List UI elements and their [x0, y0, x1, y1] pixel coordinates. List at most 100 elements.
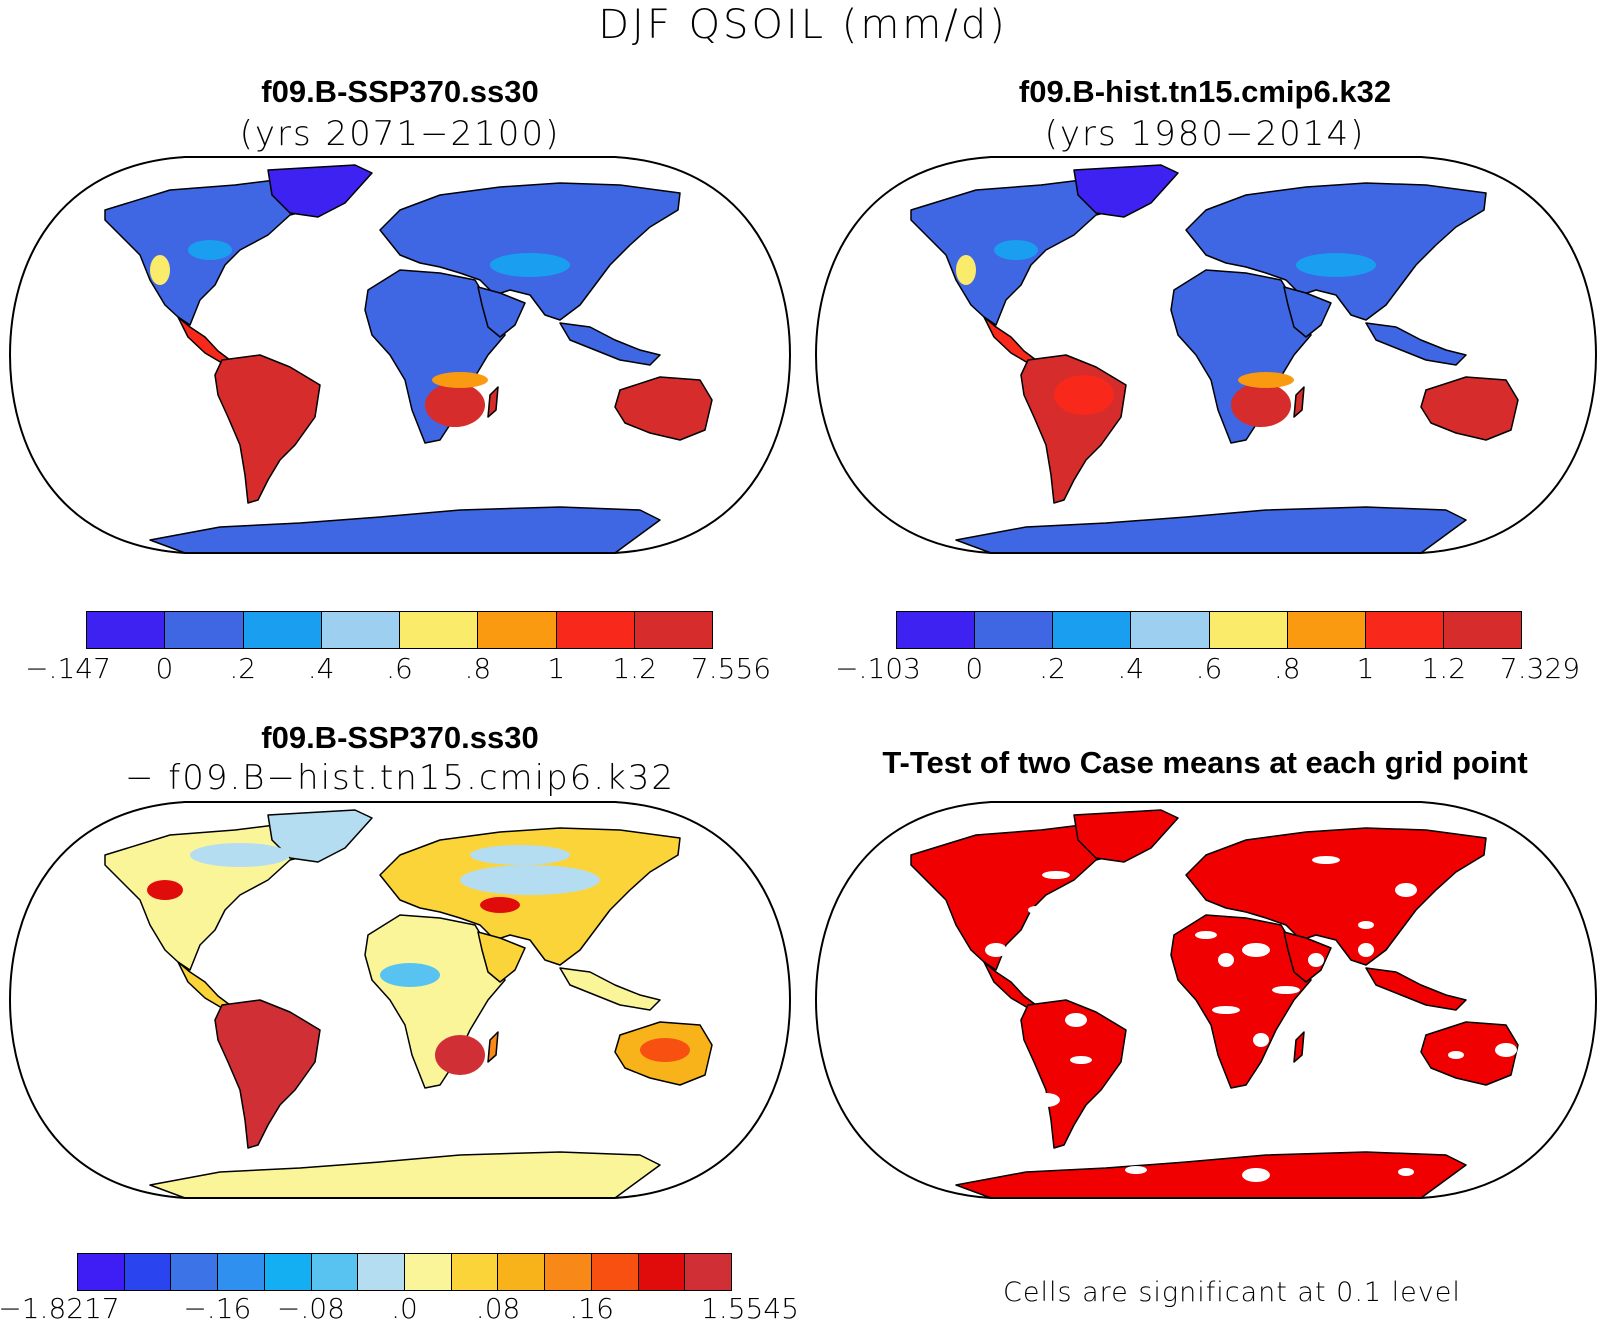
arctic-low — [470, 845, 570, 865]
landmass-eurasia — [379, 182, 681, 321]
landmass-southAmerica — [214, 999, 321, 1149]
amazon-high — [248, 375, 308, 415]
amazon-high — [1054, 375, 1114, 415]
colorbar-tick-label: .2 — [1039, 652, 1066, 685]
colorbar-cell — [321, 612, 400, 648]
colorbar-cell — [78, 1254, 125, 1290]
panel-1-colorbar-labels: −.147 0 .2 .4 .6 .8 1 1.2 7.556 — [0, 652, 800, 692]
siberia-low — [460, 865, 600, 895]
landmass-eurasia — [379, 827, 681, 966]
panel-4-map — [815, 801, 1597, 1199]
landmass-seAsia — [1365, 967, 1467, 1011]
panel-3-title: f09.B-SSP370.ss30 — [261, 720, 539, 755]
panel-1-title: f09.B-SSP370.ss30 — [261, 74, 539, 109]
panel-1-subtitle: (yrs 2071−2100) — [239, 114, 561, 154]
landmass-greenland — [267, 809, 373, 863]
panel-3-colorbar-labels: −1.8217 −.16 −.08 .0 .08 .16 1.5545 — [0, 1292, 800, 1332]
landmass-arabia — [477, 286, 526, 338]
colorbar-tick-label: .6 — [386, 652, 413, 685]
panel-4-title: T-Test of two Case means at each grid po… — [882, 745, 1528, 780]
colorbar-tick-label: .0 — [391, 1292, 418, 1325]
non-significant-patch — [1032, 1093, 1060, 1107]
panel-2-map — [815, 156, 1597, 554]
colorbar-tick-label: .4 — [1117, 652, 1145, 685]
colorbar-tick-label: .6 — [1195, 652, 1223, 685]
landmass-greenland — [1073, 809, 1179, 863]
africa-band — [1238, 372, 1294, 388]
landmass-madagascar — [1293, 1031, 1305, 1063]
landmass-australia — [1420, 376, 1519, 441]
landmass-seAsia — [1365, 322, 1467, 366]
landmass-eurasia — [1185, 182, 1487, 321]
colorbar-cell — [685, 1254, 732, 1290]
colorbar-cell — [171, 1254, 219, 1290]
non-significant-patch — [1495, 1043, 1517, 1057]
panel-1-map — [9, 156, 791, 554]
colorbar-cell — [311, 1254, 359, 1290]
colorbar-cell — [975, 612, 1054, 648]
colorbar-cell — [243, 612, 322, 648]
colorbar-tick-label: .8 — [464, 652, 492, 685]
landmass-madagascar — [1293, 386, 1305, 418]
colorbar-cell — [87, 612, 166, 648]
central-asia-high — [480, 897, 520, 913]
canada-low — [190, 843, 290, 867]
landmass-australia — [614, 376, 713, 441]
colorbar-cell — [638, 1254, 686, 1290]
panel-2-colorbar-labels: −.103 0.2.4.6.8 1 1.2 7.329 — [0, 652, 1606, 692]
colorbar-cell — [1443, 612, 1521, 648]
colorbar-tick-label: 1 — [547, 652, 566, 685]
panel-1-colorbar — [86, 611, 713, 649]
asia-band — [1296, 253, 1376, 277]
non-significant-patch — [1308, 953, 1324, 967]
colorbar-tick-label: −.147 — [25, 652, 111, 685]
non-significant-patch — [1398, 1168, 1414, 1176]
colorbar-cell — [124, 1254, 172, 1290]
colorbar-tick-label: 0 — [965, 652, 984, 685]
colorbar-tick-label: .08 — [475, 1292, 521, 1325]
non-significant-patch — [1070, 1056, 1092, 1064]
panel-2-subtitle: (yrs 1980−2014) — [1044, 114, 1366, 154]
non-significant-patch — [1448, 1051, 1464, 1059]
panel-3-subtitle: − f09.B−hist.tn15.cmip6.k32 — [124, 758, 676, 798]
colorbar-tick-label: 7.556 — [690, 652, 772, 685]
non-significant-patch — [1395, 883, 1417, 897]
colorbar-tick-label: 1.5545 — [701, 1292, 799, 1325]
colorbar-tick-label: −1.8217 — [0, 1292, 120, 1325]
na-west — [956, 255, 976, 285]
colorbar-tick-label: −.16 — [183, 1292, 252, 1325]
map-border — [815, 156, 1597, 554]
colorbar-tick-label: .4 — [307, 652, 335, 685]
panel-3-map — [9, 801, 791, 1199]
colorbar-tick-label: 1 — [1356, 652, 1375, 685]
colorbar-tick-label: .16 — [569, 1292, 614, 1325]
non-significant-patch — [1125, 1166, 1147, 1174]
non-significant-patch — [1212, 1006, 1240, 1014]
colorbar-cell — [218, 1254, 265, 1290]
non-significant-patch — [985, 943, 1007, 957]
colorbar-tick-label: −.08 — [276, 1292, 345, 1325]
colorbar-tick-label: .2 — [229, 652, 257, 685]
non-significant-patch — [1242, 943, 1270, 957]
colorbar-cell — [1209, 612, 1288, 648]
non-significant-patch — [1358, 921, 1374, 929]
landmass-antarctica — [955, 506, 1467, 553]
colorbar-cell — [498, 1254, 546, 1290]
non-significant-patch — [1242, 1168, 1270, 1182]
non-significant-patch — [1065, 1013, 1087, 1027]
colorbar-cell — [1053, 612, 1132, 648]
non-significant-patch — [1312, 856, 1340, 864]
colorbar-tick-label: 0 — [155, 652, 174, 685]
landmass-greenland — [267, 164, 373, 218]
non-significant-patch — [1042, 871, 1070, 879]
africa-band — [432, 372, 488, 388]
non-significant-patch — [1028, 906, 1044, 914]
southern-africa-high — [1231, 383, 1291, 427]
landmass-madagascar — [487, 386, 499, 418]
significance-note: Cells are significant at 0.1 level — [1003, 1277, 1461, 1308]
non-significant-patch — [1253, 1033, 1269, 1047]
figure-title: DJF QSOIL (mm/d) — [598, 2, 1008, 48]
panel-2-colorbar — [896, 611, 1522, 649]
landmass-arabia — [477, 931, 526, 983]
colorbar-cell — [1287, 612, 1366, 648]
